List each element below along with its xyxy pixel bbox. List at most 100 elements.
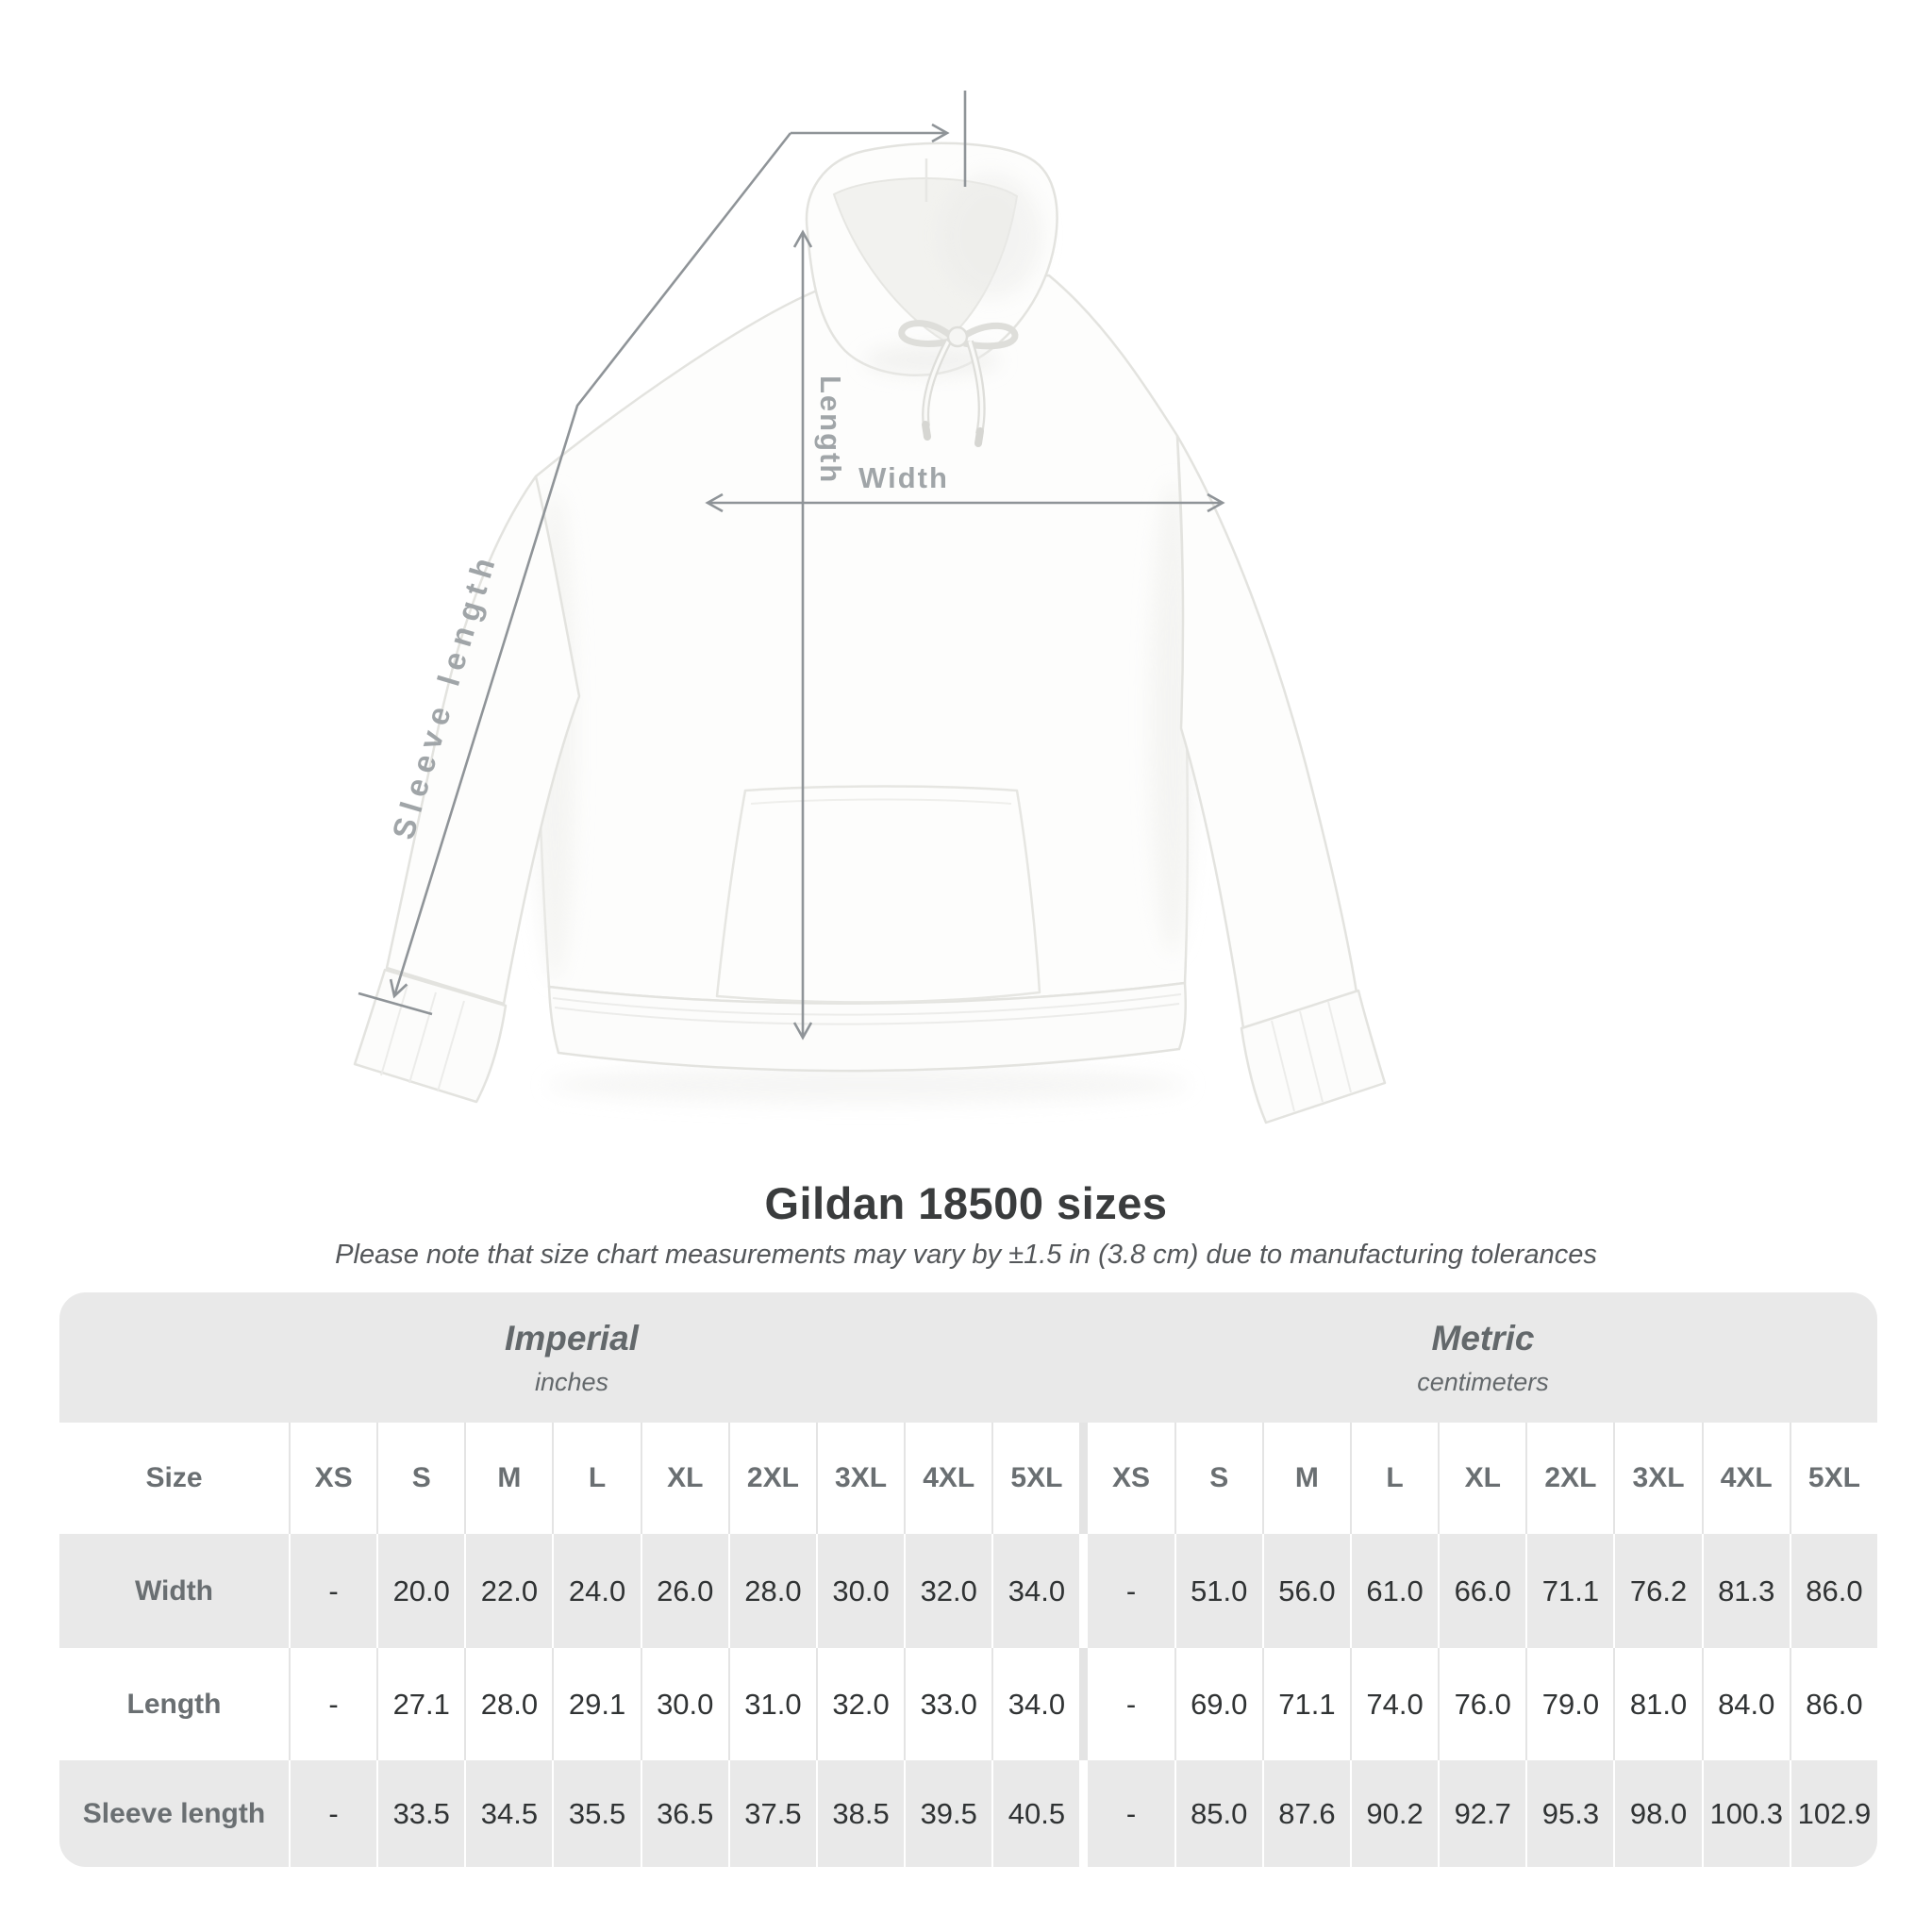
table-cell: 29.1 bbox=[554, 1648, 641, 1760]
table-cell: 85.0 bbox=[1175, 1760, 1262, 1867]
hoodie-drawstrings bbox=[898, 320, 1019, 447]
column-header-imperial-3xl: 3XL bbox=[817, 1423, 905, 1534]
length-measurement-label: Length bbox=[814, 375, 847, 484]
column-header-imperial-l: L bbox=[554, 1423, 641, 1534]
column-header-imperial-xs: XS bbox=[291, 1423, 377, 1534]
table-cell: 90.2 bbox=[1351, 1760, 1439, 1867]
group-divider bbox=[1081, 1760, 1086, 1867]
table-cell: 40.5 bbox=[993, 1760, 1080, 1867]
table-cell: 32.0 bbox=[906, 1534, 992, 1648]
size-corner-label: Size bbox=[59, 1423, 289, 1534]
table-cell: 61.0 bbox=[1351, 1534, 1439, 1648]
table-row-sleeve-length: Sleeve length - 33.5 34.5 35.5 36.5 37.5… bbox=[59, 1760, 1877, 1867]
column-header-metric-2xl: 2XL bbox=[1527, 1423, 1614, 1534]
table-cell: - bbox=[1088, 1648, 1174, 1760]
table-cell: 71.1 bbox=[1527, 1534, 1614, 1648]
page-title: Gildan 18500 sizes bbox=[764, 1178, 1168, 1228]
table-cell: - bbox=[1088, 1760, 1174, 1867]
table-cell: 30.0 bbox=[641, 1648, 728, 1760]
table-cell: 98.0 bbox=[1615, 1760, 1702, 1867]
metric-group-unit: centimeters bbox=[1417, 1367, 1549, 1396]
group-divider bbox=[1081, 1648, 1086, 1760]
size-table: Imperial inches Metric centimeters Size … bbox=[59, 1292, 1877, 1867]
table-cell: 51.0 bbox=[1175, 1534, 1262, 1648]
table-cell: 37.5 bbox=[729, 1760, 816, 1867]
table-cell: 34.5 bbox=[466, 1760, 553, 1867]
table-cell: - bbox=[1088, 1534, 1174, 1648]
table-cell: 34.0 bbox=[993, 1534, 1080, 1648]
table-cell: 100.3 bbox=[1703, 1760, 1790, 1867]
column-header-imperial-xl: XL bbox=[641, 1423, 728, 1534]
table-cell: 38.5 bbox=[817, 1760, 905, 1867]
row-label: Length bbox=[59, 1648, 289, 1760]
column-header-imperial-m: M bbox=[466, 1423, 553, 1534]
table-cell: 84.0 bbox=[1703, 1648, 1790, 1760]
table-cell: 28.0 bbox=[729, 1534, 816, 1648]
imperial-group-header: Imperial inches bbox=[59, 1319, 1084, 1397]
unit-group-header-band: Imperial inches Metric centimeters bbox=[59, 1292, 1877, 1423]
table-cell: 36.5 bbox=[641, 1760, 728, 1867]
table-cell: 92.7 bbox=[1440, 1760, 1526, 1867]
table-cell: 66.0 bbox=[1440, 1534, 1526, 1648]
metric-group-name: Metric bbox=[1431, 1318, 1535, 1357]
column-header-metric-xs: XS bbox=[1088, 1423, 1174, 1534]
table-cell: - bbox=[291, 1648, 377, 1760]
table-row-length: Length - 27.1 28.0 29.1 30.0 31.0 32.0 3… bbox=[59, 1648, 1877, 1760]
hoodie-measurement-figure: Length Width Sleeve length bbox=[353, 91, 1387, 1124]
imperial-group-unit: inches bbox=[534, 1367, 609, 1396]
page-subtitle: Please note that size chart measurements… bbox=[335, 1240, 1597, 1270]
group-divider bbox=[1081, 1423, 1086, 1534]
column-header-metric-5xl: 5XL bbox=[1790, 1423, 1877, 1534]
table-cell: 87.6 bbox=[1263, 1760, 1350, 1867]
table-cell: 79.0 bbox=[1527, 1648, 1614, 1760]
column-header-metric-s: S bbox=[1175, 1423, 1262, 1534]
table-cell: 69.0 bbox=[1175, 1648, 1262, 1760]
column-header-metric-m: M bbox=[1263, 1423, 1350, 1534]
sleeve-end-tick bbox=[358, 991, 433, 1016]
width-measurement-label: Width bbox=[858, 461, 949, 494]
column-header-metric-l: L bbox=[1351, 1423, 1439, 1534]
group-divider bbox=[1081, 1534, 1086, 1648]
table-cell: 26.0 bbox=[641, 1534, 728, 1648]
table-cell: 102.9 bbox=[1790, 1760, 1877, 1867]
table-cell: 30.0 bbox=[817, 1534, 905, 1648]
metric-group-header: Metric centimeters bbox=[1089, 1319, 1877, 1397]
table-cell: 34.0 bbox=[993, 1648, 1080, 1760]
column-header-metric-4xl: 4XL bbox=[1703, 1423, 1790, 1534]
table-cell: 31.0 bbox=[729, 1648, 816, 1760]
table-cell: 27.1 bbox=[378, 1648, 465, 1760]
table-cell: 24.0 bbox=[554, 1534, 641, 1648]
table-cell: 33.0 bbox=[906, 1648, 992, 1760]
table-cell: 86.0 bbox=[1790, 1534, 1877, 1648]
column-header-imperial-5xl: 5XL bbox=[993, 1423, 1080, 1534]
table-cell: 95.3 bbox=[1527, 1760, 1614, 1867]
table-cell: 76.0 bbox=[1440, 1648, 1526, 1760]
table-cell: - bbox=[291, 1760, 377, 1867]
table-cell: 33.5 bbox=[378, 1760, 465, 1867]
table-cell: 81.3 bbox=[1703, 1534, 1790, 1648]
table-cell: - bbox=[291, 1534, 377, 1648]
column-header-imperial-s: S bbox=[378, 1423, 465, 1534]
table-cell: 28.0 bbox=[466, 1648, 553, 1760]
hoodie-illustration bbox=[353, 142, 1387, 1124]
size-header-row: Size XS S M L XL 2XL 3XL 4XL 5XL XS S M … bbox=[59, 1423, 1877, 1534]
column-header-metric-3xl: 3XL bbox=[1615, 1423, 1702, 1534]
table-cell: 56.0 bbox=[1263, 1534, 1350, 1648]
table-cell: 76.2 bbox=[1615, 1534, 1702, 1648]
table-cell: 74.0 bbox=[1351, 1648, 1439, 1760]
table-cell: 20.0 bbox=[378, 1534, 465, 1648]
table-cell: 32.0 bbox=[817, 1648, 905, 1760]
table-cell: 81.0 bbox=[1615, 1648, 1702, 1760]
row-label: Width bbox=[59, 1534, 289, 1648]
table-cell: 86.0 bbox=[1790, 1648, 1877, 1760]
table-cell: 39.5 bbox=[906, 1760, 992, 1867]
sleeve-measurement-line bbox=[389, 132, 792, 999]
table-cell: 71.1 bbox=[1263, 1648, 1350, 1760]
table-row-width: Width - 20.0 22.0 24.0 26.0 28.0 30.0 32… bbox=[59, 1534, 1877, 1648]
row-label: Sleeve length bbox=[59, 1760, 289, 1867]
column-header-imperial-4xl: 4XL bbox=[906, 1423, 992, 1534]
column-header-imperial-2xl: 2XL bbox=[729, 1423, 816, 1534]
table-cell: 22.0 bbox=[466, 1534, 553, 1648]
imperial-group-name: Imperial bbox=[505, 1318, 639, 1357]
